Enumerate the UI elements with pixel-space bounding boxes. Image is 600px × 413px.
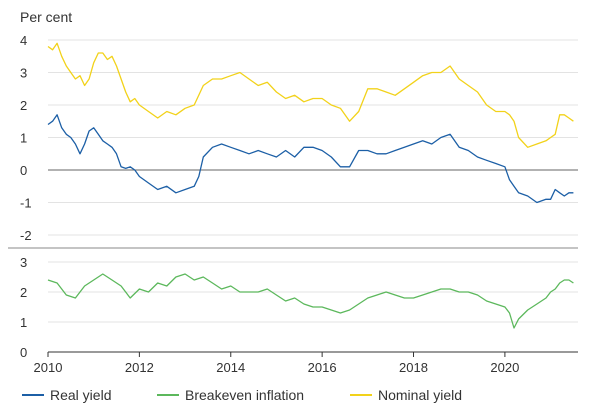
series-line-real-yield [47, 114, 574, 204]
legend-swatch-nominal-yield [350, 394, 372, 396]
bottom-panel-series [47, 273, 574, 329]
legend-item-real-yield: Real yield [22, 384, 111, 406]
series-line-breakeven-inflation [47, 273, 574, 329]
top-panel-grid [48, 39, 578, 236]
legend-label-nominal-yield: Nominal yield [378, 387, 463, 403]
y-tick-label: 2 [20, 285, 27, 300]
legend-swatch-real-yield [22, 394, 44, 396]
y-tick-label: 0 [20, 345, 27, 360]
y-tick-label: 2 [20, 98, 27, 113]
chart-canvas: Per cent 4 3 2 1 0 -1 -2 3 2 1 0 2010 2012 2014 2016… [8, 9, 578, 375]
x-tick-label: 2010 [34, 360, 63, 375]
y-tick-label: 1 [20, 131, 27, 146]
legend: Real yield Breakeven inflation Nominal y… [0, 384, 600, 406]
bottom-panel-y-tick-labels: 3 2 1 0 [20, 255, 27, 360]
series-line-nominal-yield [47, 42, 574, 148]
legend-item-breakeven-inflation: Breakeven inflation [157, 384, 304, 406]
legend-item-nominal-yield: Nominal yield [350, 384, 462, 406]
x-tick-label: 2012 [125, 360, 154, 375]
y-tick-label: -2 [20, 228, 32, 243]
x-axis: 2010 2012 2014 2016 2018 2020 [34, 351, 578, 375]
y-tick-label: -1 [20, 196, 32, 211]
y-tick-label: 0 [20, 163, 27, 178]
legend-label-real-yield: Real yield [50, 387, 112, 403]
y-tick-label: 3 [20, 66, 27, 81]
legend-label-breakeven-inflation: Breakeven inflation [185, 387, 305, 403]
legend-swatch-breakeven-inflation [157, 394, 179, 396]
x-tick-label: 2018 [399, 360, 428, 375]
y-unit-label: Per cent [20, 9, 72, 25]
x-tick-label: 2016 [308, 360, 337, 375]
y-tick-label: 1 [20, 315, 27, 330]
top-panel-y-tick-labels: 4 3 2 1 0 -1 -2 [20, 33, 32, 243]
x-tick-label: 2020 [490, 360, 519, 375]
y-tick-label: 3 [20, 255, 27, 270]
x-tick-label: 2014 [216, 360, 245, 375]
y-tick-label: 4 [20, 33, 27, 48]
top-panel-series [47, 42, 574, 204]
